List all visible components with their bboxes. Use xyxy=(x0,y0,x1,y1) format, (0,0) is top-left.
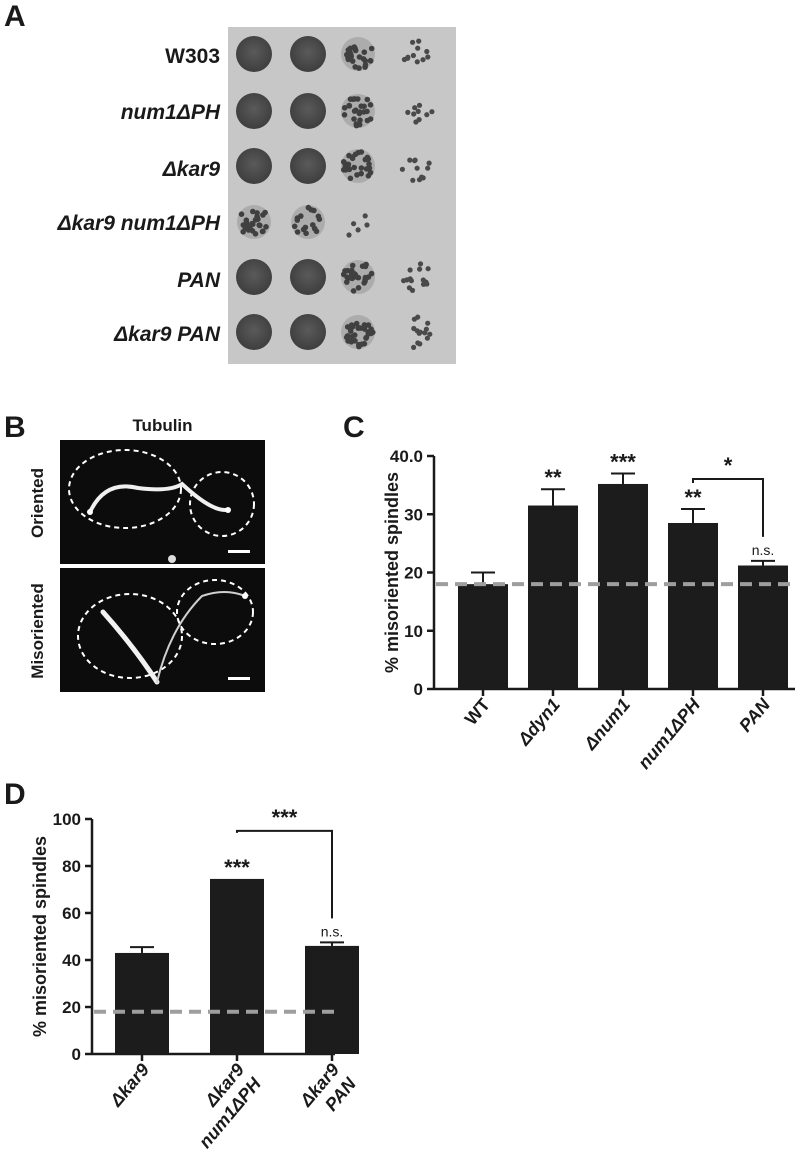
panel-label-d: D xyxy=(4,778,26,811)
scale-bar xyxy=(228,550,250,553)
bar xyxy=(458,584,508,689)
bar xyxy=(528,505,578,689)
bar xyxy=(115,952,169,1054)
category-label: Δnum1 xyxy=(579,695,634,755)
y-tick-label: 80 xyxy=(62,857,81,876)
y-tick-label: 100 xyxy=(53,810,81,829)
y-tick-label: 40.0 xyxy=(390,447,423,466)
y-tick-label: 0 xyxy=(72,1045,81,1064)
significance-bracket xyxy=(236,829,333,919)
category-label-text: Δnum1 xyxy=(579,695,634,755)
y-axis-label: % misoriented spindles xyxy=(30,836,50,1037)
strain-label-w303: W303 xyxy=(165,45,220,68)
category-label-text: PAN xyxy=(735,694,775,736)
strain-label-dkar9-pan: Δkar9 PAN xyxy=(114,323,220,346)
y-tick-label: 30 xyxy=(404,505,423,524)
y-tick-label: 40 xyxy=(62,951,81,970)
bar xyxy=(668,522,718,689)
panel-label-a: A xyxy=(4,0,26,33)
y-tick-label: 20 xyxy=(404,564,423,583)
y-tick-label: 10 xyxy=(404,622,423,641)
spot-assay-plate xyxy=(228,27,456,364)
misoriented-cell-image xyxy=(77,579,254,685)
significance-label: n.s. xyxy=(752,542,775,558)
bracket-label: * xyxy=(724,453,733,478)
chart-d: 0 20 40 60 80 100% misoriented spindles Δkar9 *… xyxy=(30,805,360,1152)
y-tick-label: 20 xyxy=(62,998,81,1017)
bar xyxy=(598,483,648,689)
y-axis-label: % misoriented spindles xyxy=(382,472,402,673)
bar xyxy=(210,878,264,1054)
category-label: WT xyxy=(461,695,494,729)
category-label-text: WT xyxy=(461,695,494,729)
category-label: num1ΔPH xyxy=(634,694,705,770)
bar xyxy=(305,945,359,1054)
category-label: PAN xyxy=(735,694,775,736)
row-label-misoriented: Misoriented xyxy=(28,583,47,679)
significance-label: ** xyxy=(684,485,702,510)
tubulin-title: Tubulin xyxy=(132,416,193,435)
category-label: Δkar9 xyxy=(106,1060,154,1111)
strain-label-dkar9: Δkar9 xyxy=(162,158,220,181)
scale-bar xyxy=(228,677,250,680)
strain-label-dkar9-num1dph: Δkar9 num1ΔPH xyxy=(57,212,220,235)
significance-label: *** xyxy=(224,855,250,880)
chart-c: 0 10 20 30 40.0 % misoriented spindles WT ** Δdy… xyxy=(382,447,795,770)
y-tick-label: 60 xyxy=(62,904,81,923)
significance-label: ** xyxy=(544,465,562,490)
strain-label-pan: PAN xyxy=(177,269,220,292)
strain-label-num1dph: num1ΔPH xyxy=(120,101,220,124)
y-tick-label: 0 xyxy=(414,680,423,699)
significance-label: n.s. xyxy=(321,923,344,939)
bracket-label: *** xyxy=(272,805,298,830)
micrograph-misoriented xyxy=(60,568,265,692)
category-label-text: num1ΔPH xyxy=(634,694,705,770)
panel-label-b: B xyxy=(4,411,26,444)
significance-bracket xyxy=(692,478,764,537)
row-label-oriented: Oriented xyxy=(28,468,47,538)
category-label-text: Δkar9 xyxy=(106,1060,154,1111)
significance-label: *** xyxy=(610,449,636,474)
oriented-cell-image xyxy=(68,449,255,563)
category-label: Δdyn1 xyxy=(513,695,564,750)
micrograph-oriented xyxy=(60,440,265,564)
spot-assay-image xyxy=(236,36,435,350)
panel-label-c: C xyxy=(343,411,365,444)
category-label-text: Δdyn1 xyxy=(513,695,564,750)
